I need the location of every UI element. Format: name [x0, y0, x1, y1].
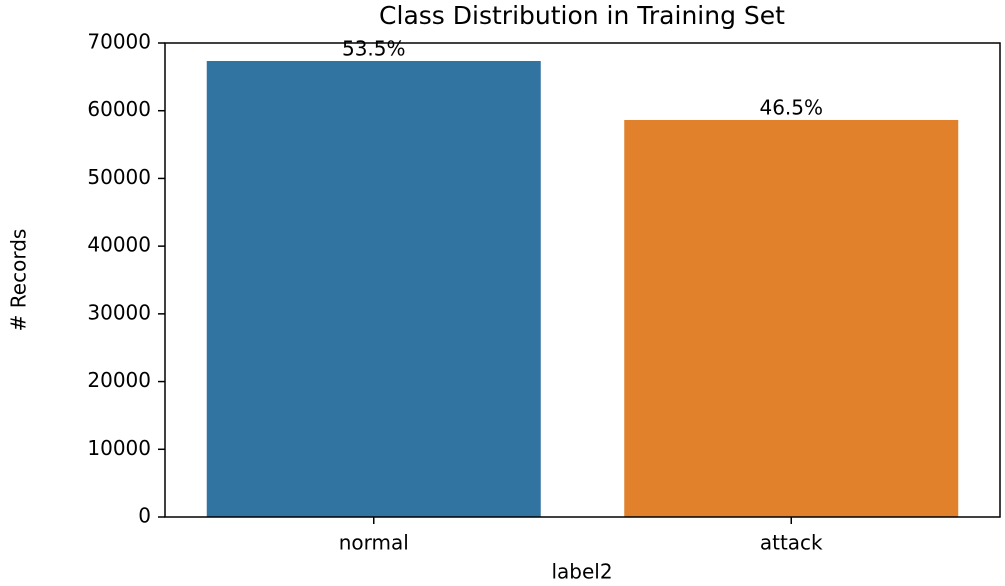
x-tick-label: attack: [760, 531, 823, 555]
chart-title: Class Distribution in Training Set: [379, 1, 785, 30]
bar: [624, 119, 959, 517]
x-tick-label: normal: [339, 531, 409, 555]
y-tick-label: 50000: [87, 165, 151, 189]
x-axis-label: label2: [551, 560, 612, 584]
y-tick-label: 30000: [87, 300, 151, 324]
y-tick-label: 40000: [87, 233, 151, 257]
y-tick-label: 70000: [87, 30, 151, 54]
y-tick-label: 20000: [87, 368, 151, 392]
bar-label: 46.5%: [759, 95, 823, 119]
bar: [206, 60, 541, 517]
y-tick-label: 10000: [87, 436, 151, 460]
plot-frame: [164, 42, 1001, 518]
y-tick-label: 0: [138, 504, 151, 528]
y-tick-label: 60000: [87, 97, 151, 121]
y-axis-label: # Records: [7, 229, 31, 332]
bar-label: 53.5%: [342, 36, 406, 60]
